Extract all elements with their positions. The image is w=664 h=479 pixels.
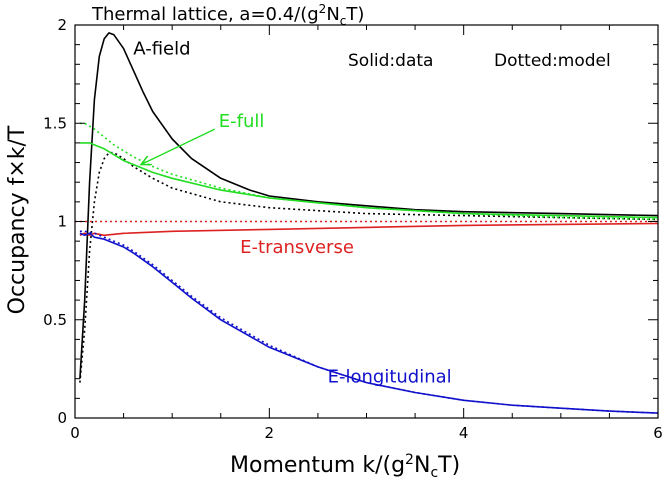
y-axis-title: Occupancy f×k/T (5, 125, 30, 314)
y-tick-label: 1.5 (43, 114, 67, 132)
label-e-transverse: E-transverse (240, 237, 354, 258)
label-a-field: A-field (133, 38, 190, 59)
label-e-full: E-full (219, 111, 265, 132)
chart-title: Thermal lattice, a=0.4/(g2NcT) (91, 2, 364, 28)
series-e-full-line (79, 142, 659, 219)
plot-area: A-field E-full E-transverse E-longitudinal (75, 32, 659, 414)
series-a-field-line (79, 32, 659, 379)
series-e-full-model-dotted (79, 122, 659, 221)
x-tick-label: 2 (265, 424, 275, 442)
series-e-longitudinal-line (79, 232, 659, 414)
x-tick-label: 0 (70, 424, 80, 442)
y-tick-label: 0.5 (43, 311, 67, 329)
y-tick-label: 2 (57, 16, 67, 34)
x-tick-label: 4 (459, 424, 469, 442)
series-e-transverse-line (79, 222, 659, 237)
legend-note-dotted: Dotted:model (494, 51, 611, 71)
legend-note-solid: Solid:data (348, 51, 433, 71)
axes: 0 2 4 6 0 0.5 1 1.5 2 (43, 16, 663, 442)
series-a-field-model-dotted (79, 151, 659, 383)
y-tick-label: 0 (57, 409, 67, 427)
y-tick-label: 1 (57, 213, 67, 231)
arrow-e-full (141, 128, 216, 164)
x-axis-title: Momentum k/(g2NcT) (230, 452, 460, 479)
x-tick-label: 6 (653, 424, 663, 442)
label-e-longitudinal: E-longitudinal (328, 367, 452, 388)
